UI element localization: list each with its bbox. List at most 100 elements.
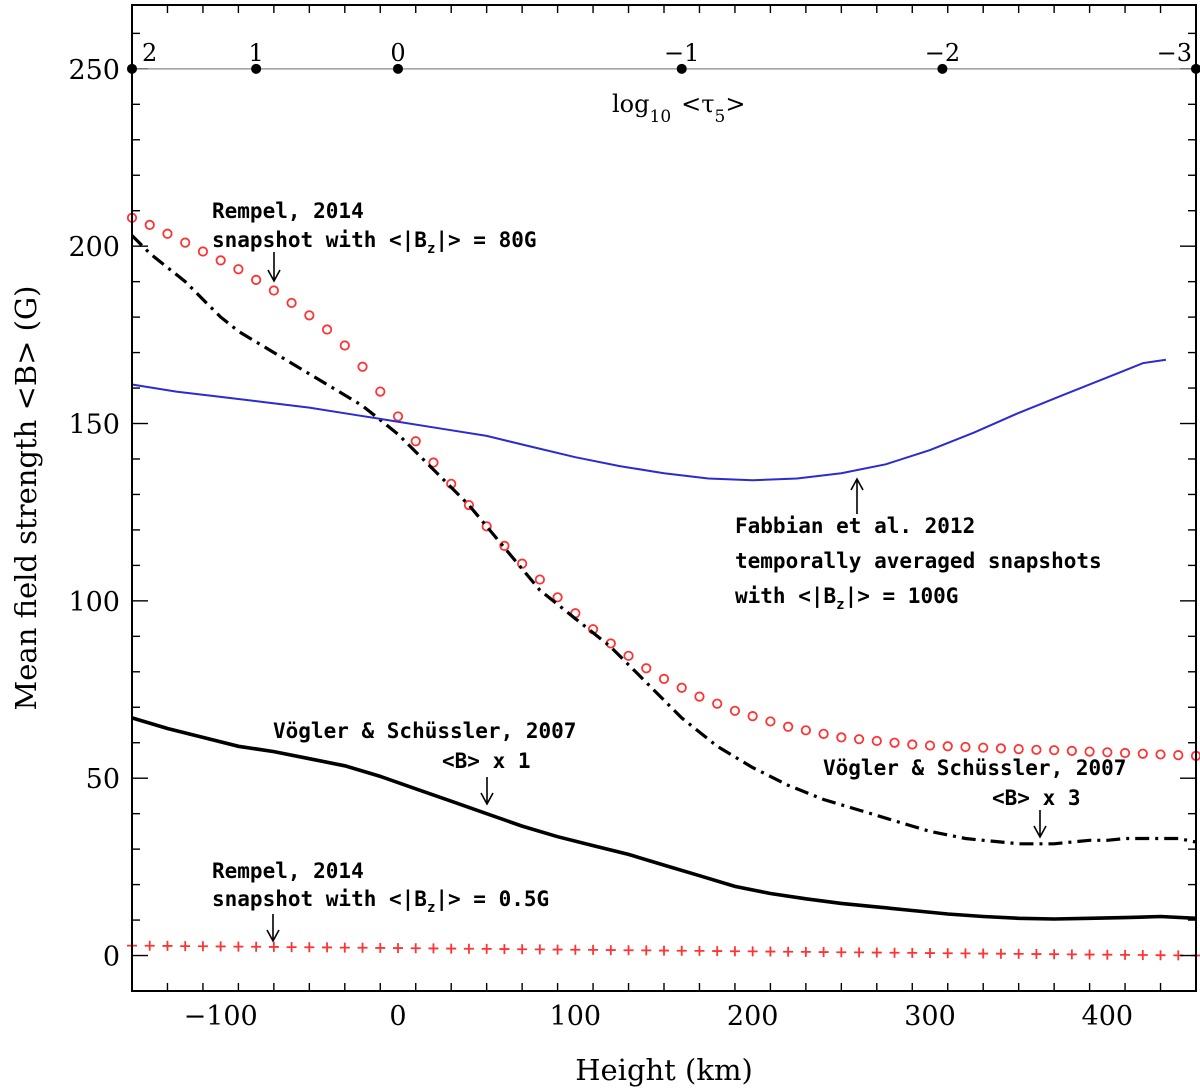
tau-axis-tick-label: 1 xyxy=(248,39,263,67)
annotation-fabbian-line2: temporally averaged snapshots xyxy=(735,549,1102,573)
red-circle-point xyxy=(924,740,936,751)
red-circle-point xyxy=(481,521,492,532)
arrow-vogler-x1 xyxy=(480,777,494,806)
red-plus-point xyxy=(1031,949,1042,960)
red-plus-point xyxy=(428,943,439,954)
red-circle-point xyxy=(534,574,545,585)
red-circle-point xyxy=(729,705,741,716)
red-circle-point xyxy=(339,340,350,351)
red-plus-point xyxy=(215,941,226,952)
top-axis-label: log10 <τ5> xyxy=(612,90,745,127)
red-plus-point xyxy=(1049,949,1060,960)
red-plus-point xyxy=(162,940,173,951)
red-plus-point xyxy=(783,946,794,957)
red-plus-point xyxy=(499,944,510,955)
tau-axis-tick-label: 2 xyxy=(142,39,157,67)
red-plus-point xyxy=(694,945,705,956)
red-plus-point xyxy=(659,945,669,956)
red-circle-point xyxy=(286,297,297,309)
red-plus-point xyxy=(268,941,279,952)
red-plus-point xyxy=(339,942,350,953)
red-circle-point xyxy=(871,735,882,747)
red-circle-point xyxy=(960,741,971,753)
x-tick-label: 0 xyxy=(389,1001,406,1032)
red-plus-point xyxy=(446,943,457,954)
y-tick-label: 250 xyxy=(68,55,120,86)
top-axis-label-main: log xyxy=(612,90,650,118)
red-circle-point xyxy=(623,650,634,661)
red-circle-point xyxy=(818,728,829,739)
annotation-rempel-05g-sub: z xyxy=(427,900,435,916)
annotation-rempel-80g-line1: Rempel, 2014 xyxy=(212,199,364,223)
red-circle-point xyxy=(783,721,794,732)
red-circle-point xyxy=(180,237,191,248)
y-tick-label: 0 xyxy=(103,942,120,973)
red-plus-point xyxy=(570,944,581,955)
x-tick-label: −100 xyxy=(184,1001,258,1032)
y-tick-label: 200 xyxy=(68,232,120,263)
tau-axis-point xyxy=(937,63,948,74)
x-axis-label: Height (km) xyxy=(575,1053,753,1087)
red-plus-point xyxy=(251,941,262,952)
tau-axis-tick-label: 0 xyxy=(390,39,405,67)
red-circle-point xyxy=(1173,750,1184,761)
red-plus-point xyxy=(286,942,297,953)
red-plus-point xyxy=(1155,950,1166,961)
red-plus-point xyxy=(889,947,900,958)
red-plus-point xyxy=(410,943,421,954)
red-circle-point xyxy=(304,310,315,321)
vogler-x1-line xyxy=(131,716,1197,921)
red-plus-point xyxy=(871,947,882,958)
annotation-fabbian-sub: z xyxy=(836,597,844,613)
x-tick-label: 300 xyxy=(904,1001,956,1032)
annotation-fabbian-line3: with <|Bz|> = 100G xyxy=(735,584,958,613)
red-plus-point xyxy=(322,942,333,953)
annotation-rempel-80g-line2a: snapshot with <|B xyxy=(212,228,427,253)
red-circle-point xyxy=(428,457,439,468)
arrow-vogler-x3 xyxy=(1033,810,1047,839)
red-circle-point xyxy=(1031,744,1042,755)
red-circle-point xyxy=(694,691,705,702)
red-plus-point xyxy=(978,948,989,959)
top-axis-label-sub: 10 xyxy=(650,107,672,127)
tau-axis-point xyxy=(676,63,687,74)
red-circle-point xyxy=(233,264,244,275)
fabbian-line xyxy=(131,358,1167,482)
red-circle-point xyxy=(463,499,475,511)
red-plus-point xyxy=(818,947,829,958)
red-plus-point xyxy=(800,946,811,957)
annotation-rempel-05g-line2a: snapshot with <|B xyxy=(212,887,427,912)
annotation-fabbian-line1: Fabbian et al. 2012 xyxy=(735,514,975,538)
arrow-rempel-05g xyxy=(266,914,280,943)
red-plus-point xyxy=(180,941,191,952)
y-tick-label: 50 xyxy=(86,764,120,795)
red-plus-point xyxy=(375,942,386,953)
red-circle-point xyxy=(907,739,918,750)
red-circle-point xyxy=(978,742,989,753)
red-circle-point xyxy=(658,673,670,684)
red-plus-point xyxy=(481,943,492,954)
red-circle-point xyxy=(1102,747,1113,758)
red-plus-point xyxy=(357,942,368,953)
red-plus-point xyxy=(836,947,847,958)
red-circle-point xyxy=(410,436,421,447)
annotation-rempel-80g-line2b: |> = 80G xyxy=(435,228,536,253)
red-circle-point xyxy=(1155,749,1166,760)
annotation-rempel-05g-line1: Rempel, 2014 xyxy=(212,859,364,883)
red-circle-point xyxy=(995,743,1007,754)
tau-axis-point xyxy=(393,63,403,74)
annotation-fabbian-line3a: with <|B xyxy=(735,584,836,609)
red-plus-point xyxy=(676,945,687,956)
red-plus-point xyxy=(960,948,971,959)
red-plus-point xyxy=(765,946,776,957)
red-circle-point xyxy=(889,737,900,748)
x-tick-label: 100 xyxy=(550,1001,602,1032)
red-circle-point xyxy=(499,540,510,551)
tau-axis-tick-label: −1 xyxy=(664,39,699,67)
red-circle-point xyxy=(197,246,209,257)
red-plus-point xyxy=(907,947,918,958)
red-plus-point xyxy=(729,946,740,957)
red-circle-point xyxy=(800,725,811,736)
vogler-x3-line xyxy=(130,234,1197,846)
red-plus-point xyxy=(712,946,723,957)
